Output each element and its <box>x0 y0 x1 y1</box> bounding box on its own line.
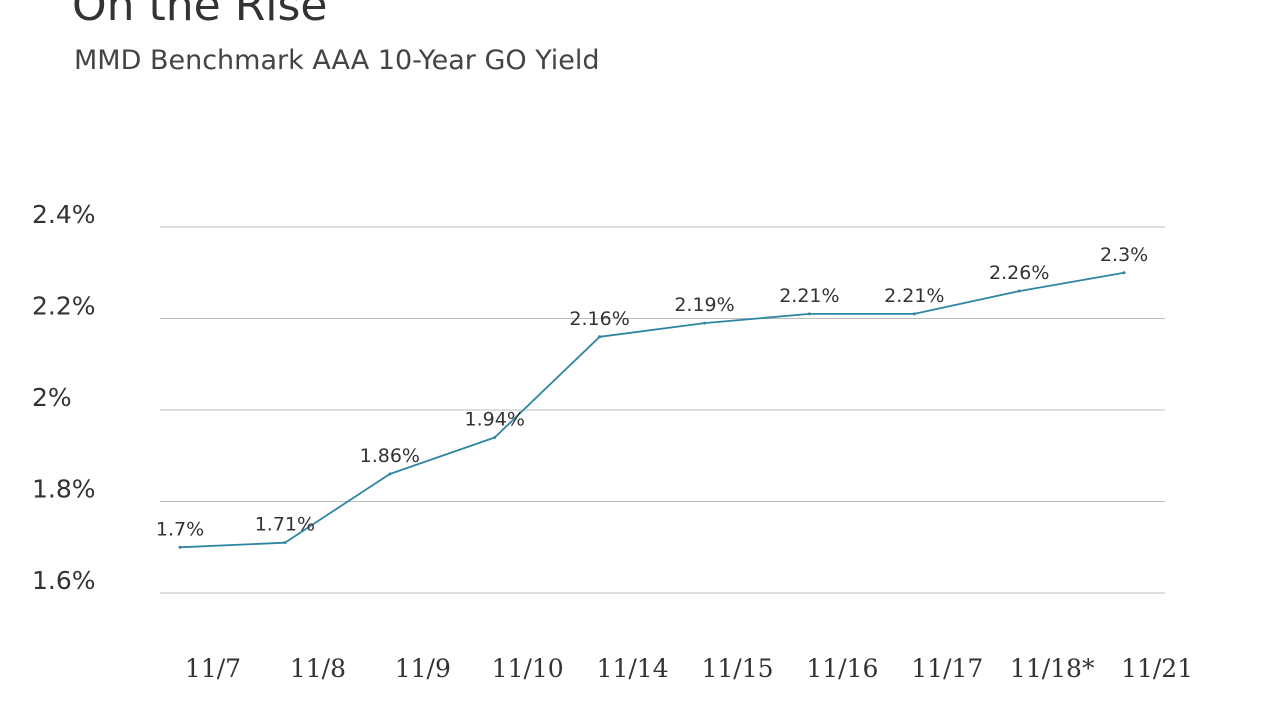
x-tick-label: 11/17 <box>911 654 983 683</box>
y-axis-ticks: 1.6% 1.8% 2% 2.2% 2.4% <box>32 200 96 595</box>
data-label: 1.94% <box>465 408 525 430</box>
y-tick-label: 1.6% <box>32 566 96 595</box>
series-line-group <box>178 271 1126 549</box>
x-axis-ticks: 11/7 11/8 11/9 11/10 11/14 11/15 11/16 11/17 11/… <box>185 654 1193 683</box>
data-point <box>388 472 392 476</box>
data-label: 1.86% <box>360 445 420 467</box>
data-label: 2.16% <box>569 308 629 330</box>
x-tick-label: 11/14 <box>597 654 669 683</box>
data-labels: 1.7% 1.71% 1.86% 1.94% 2.16% 2.19% 2.21% 2.21% 2… <box>156 244 1148 541</box>
data-label: 1.7% <box>156 518 204 540</box>
x-tick-label: 11/10 <box>492 654 564 683</box>
chart-title: On the Rise <box>72 0 328 31</box>
x-tick-label: 11/7 <box>185 654 241 683</box>
data-label: 2.21% <box>779 285 839 307</box>
data-point <box>283 541 287 545</box>
data-point <box>493 435 497 439</box>
chart-subtitle: MMD Benchmark AAA 10-Year GO Yield <box>74 45 600 76</box>
y-tick-label: 1.8% <box>32 475 96 504</box>
data-point <box>807 312 811 316</box>
x-tick-label: 11/16 <box>806 654 878 683</box>
x-tick-label: 11/18* <box>1010 654 1095 683</box>
data-point <box>1122 271 1126 275</box>
data-label: 1.71% <box>255 514 315 536</box>
series-line <box>179 271 1125 549</box>
data-point <box>178 545 182 549</box>
data-label: 2.21% <box>884 285 944 307</box>
data-label: 2.19% <box>674 294 734 316</box>
data-point <box>1017 289 1021 293</box>
x-tick-label: 11/21 <box>1121 654 1193 683</box>
x-tick-label: 11/15 <box>701 654 773 683</box>
x-tick-label: 11/9 <box>395 654 451 683</box>
data-point <box>703 321 706 325</box>
data-point <box>912 312 916 316</box>
gridlines <box>160 226 1165 594</box>
x-tick-label: 11/8 <box>290 654 346 683</box>
data-point <box>598 335 602 339</box>
data-label: 2.26% <box>989 262 1049 284</box>
data-label: 2.3% <box>1100 244 1148 266</box>
y-tick-label: 2.2% <box>32 292 96 321</box>
y-tick-label: 2.4% <box>32 200 96 229</box>
y-tick-label: 2% <box>32 383 72 412</box>
